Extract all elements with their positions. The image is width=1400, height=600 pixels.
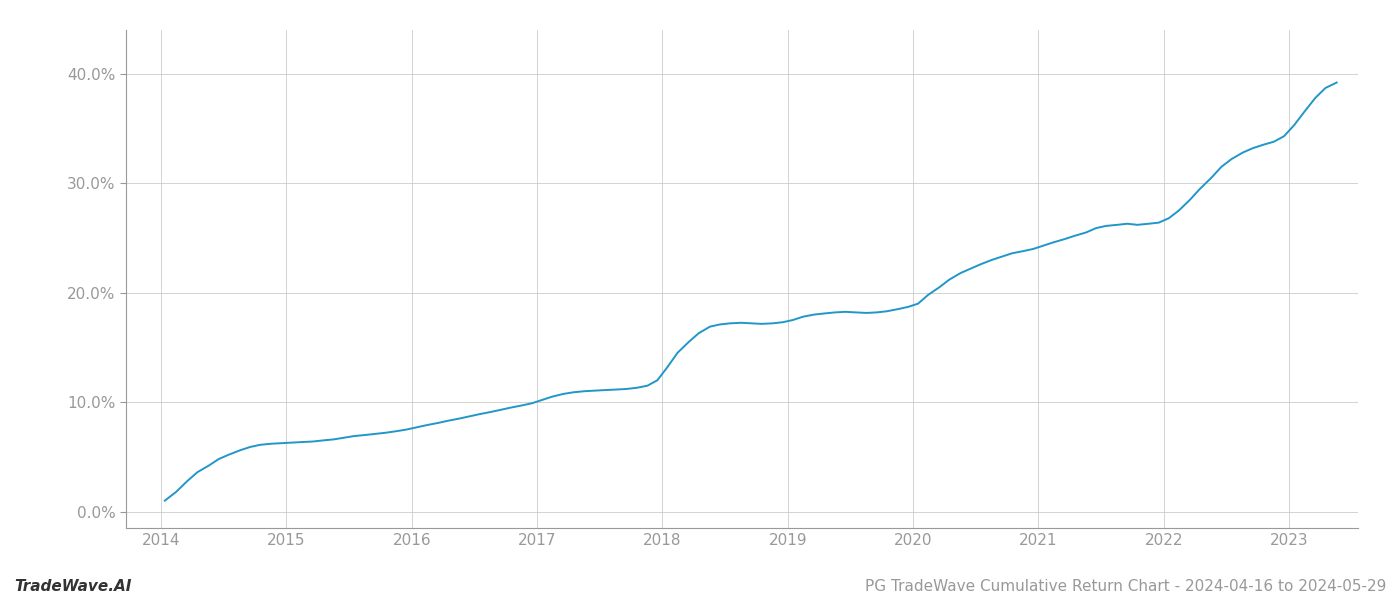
Text: PG TradeWave Cumulative Return Chart - 2024-04-16 to 2024-05-29: PG TradeWave Cumulative Return Chart - 2…: [865, 579, 1386, 594]
Text: TradeWave.AI: TradeWave.AI: [14, 579, 132, 594]
